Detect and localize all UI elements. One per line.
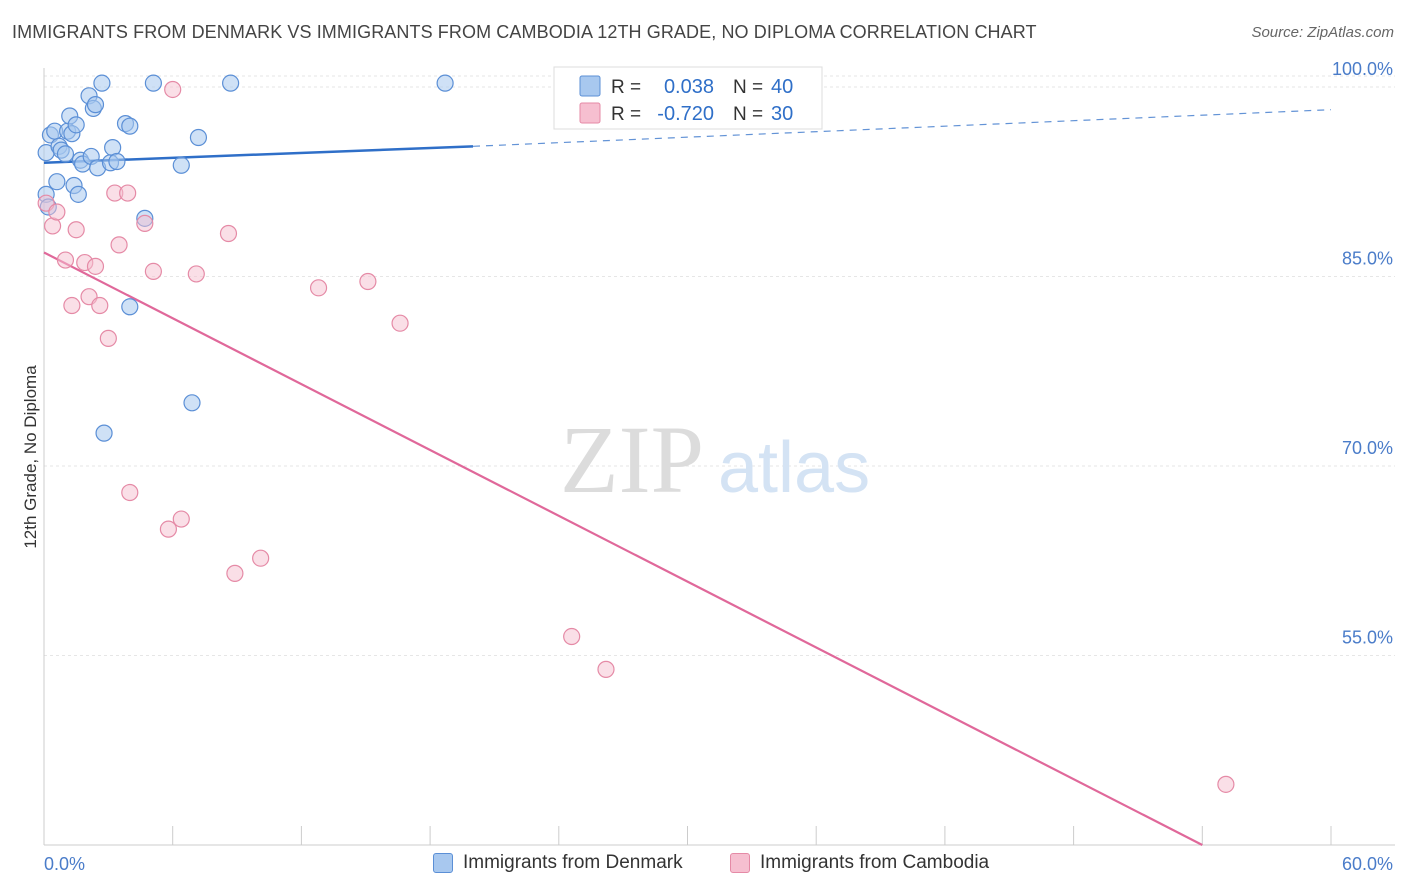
stats-denmark-n-value: 40 xyxy=(771,76,793,98)
denmark-point-13 xyxy=(67,116,85,134)
denmark-trend-dashed xyxy=(472,109,1332,147)
chart-title: IMMIGRANTS FROM DENMARK VS IMMIGRANTS FR… xyxy=(12,22,1037,42)
denmark-point-35 xyxy=(222,74,240,92)
cambodia-point-24 xyxy=(309,279,328,297)
denmark-point-26 xyxy=(108,152,126,171)
cambodia-point-8 xyxy=(86,257,105,275)
legend-label-cambodia: Immigrants from Cambodia xyxy=(760,852,990,873)
cambodia-point-10 xyxy=(99,329,117,347)
cambodia-point-25 xyxy=(359,272,377,291)
tick-labels: 55.0% 70.0% 85.0% 100.0% 0.0% 60.0% xyxy=(44,59,1393,874)
legend-item-cambodia[interactable]: Immigrants from Cambodia xyxy=(730,852,989,874)
denmark-point-23 xyxy=(95,424,113,442)
cambodia-point-20 xyxy=(187,265,205,283)
denmark-point-22 xyxy=(93,74,111,92)
cambodia-point-29 xyxy=(1217,775,1235,793)
cambodia-point-28 xyxy=(597,660,615,678)
legend-swatch-denmark xyxy=(433,853,453,873)
cambodia-point-12 xyxy=(110,236,128,254)
y-tick-label-3: 100.0% xyxy=(1332,59,1393,79)
denmark-point-28 xyxy=(121,117,139,135)
series-legend: Immigrants from Denmark Immigrants from … xyxy=(0,852,1406,878)
legend-item-denmark[interactable]: Immigrants from Denmark xyxy=(433,852,683,874)
stats-denmark-r-label: R = xyxy=(611,77,641,98)
denmark-point-20 xyxy=(86,96,105,114)
cambodia-point-23 xyxy=(252,549,270,567)
watermark-zip: ZIP xyxy=(560,406,704,513)
cambodia-point-14 xyxy=(121,483,139,502)
cambodia-point-13 xyxy=(119,184,137,202)
cambodia-point-21 xyxy=(219,224,238,243)
denmark-point-29 xyxy=(121,298,139,316)
cambodia-point-17 xyxy=(159,520,178,538)
denmark-point-5 xyxy=(48,173,66,191)
cambodia-point-5 xyxy=(67,221,85,239)
x-tick-label-0: 0.0% xyxy=(44,854,85,874)
cambodia-point-27 xyxy=(563,627,581,646)
source-credit: Source: ZipAtlas.com xyxy=(1251,24,1394,41)
denmark-point-14 xyxy=(69,185,87,203)
watermark: ZIP atlas xyxy=(560,406,870,513)
denmark-point-32 xyxy=(172,156,190,174)
stats-cambodia-r-value: -0.720 xyxy=(657,103,714,125)
denmark-point-8 xyxy=(56,145,75,163)
cambodia-points xyxy=(37,80,1235,793)
stats-legend: R = 0.038 N = 40 R = -0.720 N = 30 xyxy=(553,66,823,130)
cambodia-point-2 xyxy=(48,203,66,221)
denmark-points xyxy=(37,74,454,442)
legend-label-denmark: Immigrants from Denmark xyxy=(463,852,683,873)
stats-denmark-r-value: 0.038 xyxy=(664,76,714,98)
stats-cambodia-swatch xyxy=(579,102,601,124)
cambodia-point-18 xyxy=(164,80,182,99)
cambodia-point-26 xyxy=(391,314,409,332)
stats-cambodia-n-value: 30 xyxy=(771,103,793,125)
denmark-point-31 xyxy=(144,74,162,92)
cambodia-trend-line xyxy=(43,251,1203,846)
y-tick-label-1: 70.0% xyxy=(1342,438,1393,458)
cambodia-point-16 xyxy=(144,262,162,281)
y-tick-label-2: 85.0% xyxy=(1342,248,1393,268)
cambodia-point-22 xyxy=(226,564,244,582)
watermark-atlas: atlas xyxy=(718,428,870,508)
cambodia-point-15 xyxy=(136,214,154,232)
grid-layer xyxy=(44,75,1395,656)
y-tick-label-0: 55.0% xyxy=(1342,627,1393,647)
denmark-point-34 xyxy=(189,128,208,147)
cambodia-point-19 xyxy=(172,510,190,528)
stats-cambodia-r-label: R = xyxy=(611,104,641,125)
cambodia-point-4 xyxy=(63,296,81,315)
stats-denmark-n-label: N = xyxy=(733,77,763,98)
legend-swatch-cambodia xyxy=(730,853,750,873)
cambodia-point-9 xyxy=(91,296,109,315)
cambodia-point-3 xyxy=(56,251,75,269)
stats-cambodia-n-label: N = xyxy=(733,104,763,125)
stats-denmark-swatch xyxy=(579,75,601,97)
denmark-point-36 xyxy=(436,74,454,92)
denmark-point-33 xyxy=(183,394,201,412)
x-tick-label-1: 60.0% xyxy=(1342,854,1393,874)
y-axis-label: 12th Grade, No Diploma xyxy=(21,365,40,549)
